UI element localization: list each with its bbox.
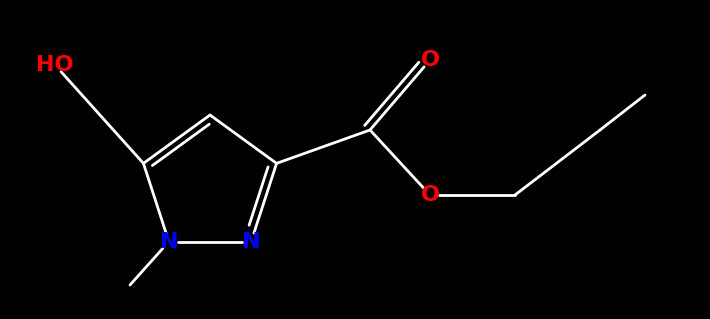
Text: HO: HO [36, 55, 74, 75]
Text: O: O [420, 50, 439, 70]
Text: O: O [420, 185, 439, 205]
Text: N: N [242, 232, 261, 252]
Text: N: N [160, 232, 178, 252]
